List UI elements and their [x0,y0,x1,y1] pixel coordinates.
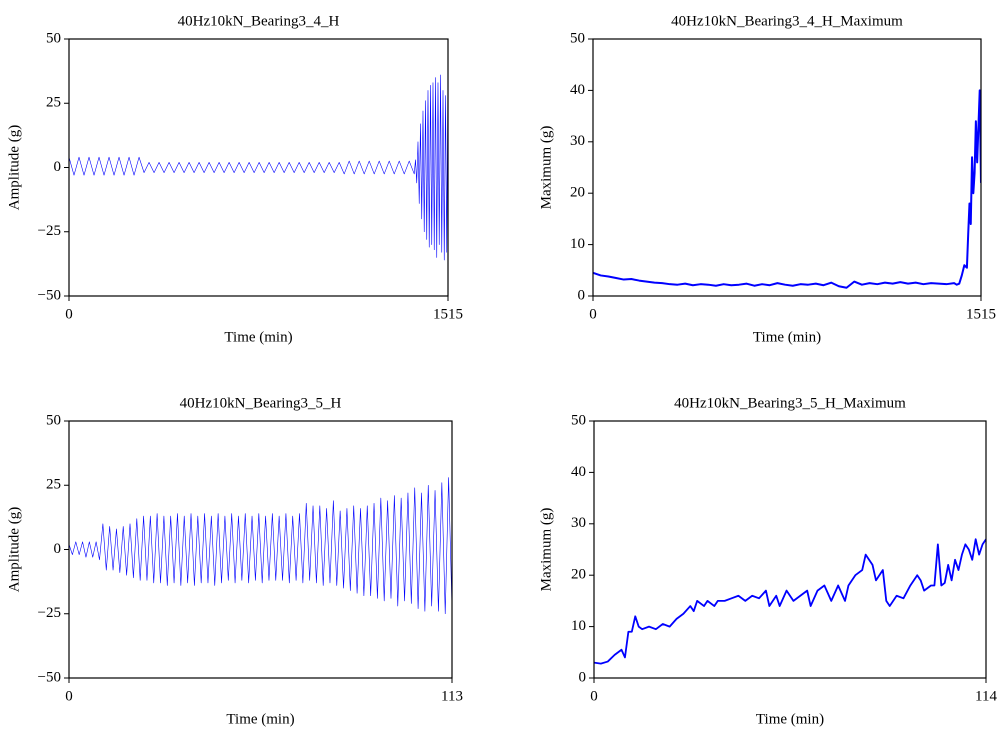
x-axis-label: Time (min) [224,329,292,345]
data-line [69,477,452,615]
x-tick-label: 114 [975,688,997,704]
y-axis-label: Amplitude (g) [6,125,22,210]
plot-area [69,64,448,261]
y-axis-label: Maximum (g) [538,126,554,210]
y-tick-label: 0 [54,159,62,175]
y-tick-label: 20 [570,185,585,201]
x-tick-label: 0 [590,688,598,704]
subplot: 0 10 20 30 40 50 0 114 40Hz10kN_Bearing3_5_H_Max… [538,395,997,727]
data-line [593,89,981,289]
x-axis-label: Time (min) [226,711,294,727]
axes-frame [592,38,982,297]
y-tick-label: 50 [570,30,585,46]
y-tick-label: 0 [579,669,587,685]
subplot-title: 40Hz10kN_Bearing3_4_H [178,13,340,29]
subplot-title: 40Hz10kN_Bearing3_4_H_Maximum [671,13,903,29]
x-axis-label: Time (min) [753,329,821,345]
y-tick-label: 0 [578,287,586,303]
y-tick-label: 10 [570,236,585,252]
subplot: −50 −25 0 25 50 0 113 40Hz10kN_Bearing3_5_H Time… [6,395,463,727]
subplot-title: 40Hz10kN_Bearing3_5_H_Maximum [674,395,906,411]
plot-area [594,538,986,665]
y-tick-label: 10 [571,618,586,634]
x-tick-label: 113 [441,688,463,704]
x-tick-label: 1515 [966,306,996,322]
y-tick-label: 20 [571,567,586,583]
plot-area [69,477,452,615]
y-tick-label: −25 [38,223,61,239]
axes-frame [593,420,987,679]
y-tick-label: 50 [571,412,586,428]
y-tick-label: −50 [38,669,61,685]
y-tick-label: 40 [570,82,585,98]
y-tick-label: 40 [571,464,586,480]
x-tick-label: 1515 [433,306,463,322]
y-axis-label: Amplitude (g) [6,507,22,592]
y-tick-label: −50 [38,287,61,303]
plot-area [593,89,981,289]
y-tick-label: 25 [46,477,61,493]
subplot: −50 −25 0 25 50 0 1515 40Hz10kN_Bearing3_4_H Tim… [6,13,463,345]
y-tick-label: 30 [571,515,586,531]
data-line [594,538,986,665]
data-line [69,64,448,261]
subplot: 0 10 20 30 40 50 0 1515 40Hz10kN_Bearing3_4_H_Ma… [538,13,996,345]
x-axis-label: Time (min) [756,711,824,727]
y-tick-label: 50 [46,412,61,428]
y-tick-label: 50 [46,30,61,46]
y-tick-label: 0 [54,541,62,557]
y-tick-label: 25 [46,95,61,111]
y-tick-label: −25 [38,605,61,621]
x-tick-label: 0 [65,306,73,322]
x-tick-label: 0 [65,688,73,704]
y-axis-label: Maximum (g) [538,508,554,592]
y-tick-label: 30 [570,133,585,149]
x-tick-label: 0 [589,306,597,322]
subplot-title: 40Hz10kN_Bearing3_5_H [180,395,342,411]
axes-frame [68,38,449,297]
